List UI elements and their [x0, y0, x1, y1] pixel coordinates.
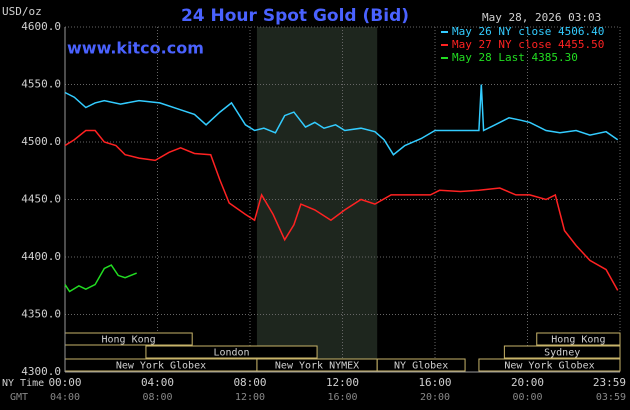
legend-label: May 28 Last 4385.30	[452, 51, 578, 64]
timestamp: May 28, 2026 03:03	[482, 11, 601, 24]
session-label: New York Globex	[116, 361, 206, 372]
x2-tick-label: 20:00	[420, 392, 450, 403]
x2-tick-label: 03:59	[596, 392, 626, 403]
legend-label: May 27 NY close 4455.50	[452, 38, 604, 51]
x-tick-label: 23:59	[593, 376, 626, 389]
y-tick-label: 4300.0	[21, 365, 61, 378]
x-tick-label: 00:00	[48, 376, 81, 389]
session-label: NY Globex	[394, 361, 448, 372]
session-box	[536, 332, 621, 346]
session-label: New York Globex	[504, 361, 594, 372]
x-tick-label: 04:00	[141, 376, 174, 389]
session-label: Hong Kong	[102, 335, 156, 346]
x2-tick-label: 12:00	[235, 392, 265, 403]
y-tick-label: 4550.0	[21, 78, 61, 91]
x2-tick-label: 00:00	[512, 392, 542, 403]
x-tick-label: 12:00	[326, 376, 359, 389]
x-tick-label: 16:00	[418, 376, 451, 389]
session-box	[376, 358, 466, 372]
session-label: New York NYMEX	[275, 361, 359, 372]
y-tick-label: 4600.0	[21, 20, 61, 33]
x2-tick-label: 16:00	[327, 392, 357, 403]
session-label: Sydney	[544, 348, 580, 359]
session-box	[503, 345, 621, 359]
session-label: London	[213, 348, 249, 359]
x-axis-label: NY Time	[2, 378, 44, 389]
x2-tick-label: 08:00	[142, 392, 172, 403]
source: www.kitco.com	[67, 39, 204, 58]
x2-axis-label: GMT	[10, 392, 28, 403]
session-box	[145, 345, 318, 359]
legend-label: May 26 NY close 4506.40	[452, 25, 604, 38]
series-line	[64, 129, 619, 291]
series-line	[64, 264, 137, 293]
y-tick-label: 4450.0	[21, 193, 61, 206]
y-tick-label: 4500.0	[21, 135, 61, 148]
series-line	[64, 84, 619, 156]
y-tick-label: 4400.0	[21, 250, 61, 263]
y-tick-label: 4350.0	[21, 308, 61, 321]
chart-title: 24 Hour Spot Gold (Bid)	[181, 6, 409, 26]
x-tick-label: 20:00	[511, 376, 544, 389]
x-tick-label: 08:00	[233, 376, 266, 389]
y-axis-label: USD/oz	[2, 5, 42, 18]
session-label: Hong Kong	[551, 335, 605, 346]
x2-tick-label: 04:00	[50, 392, 80, 403]
session-box	[478, 358, 621, 372]
